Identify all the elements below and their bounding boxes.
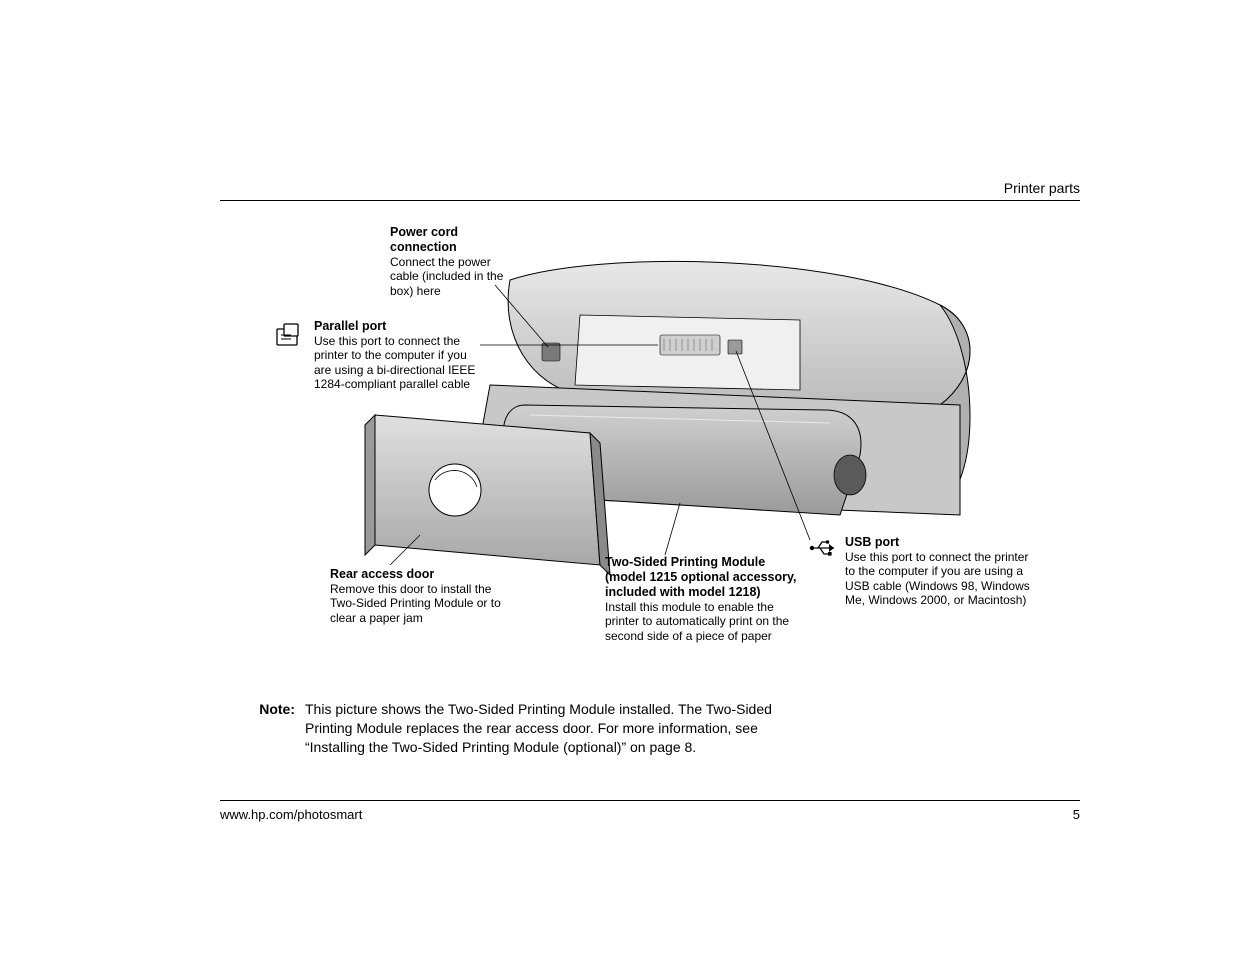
- callout-body: Remove this door to install the Two-Side…: [330, 582, 501, 625]
- note-body: This picture shows the Two-Sided Printin…: [305, 700, 775, 757]
- callout-power-cord: Power cord connection Connect the power …: [390, 225, 520, 298]
- printer-diagram: Power cord connection Connect the power …: [280, 225, 1080, 685]
- callout-title: Rear access door: [330, 567, 520, 582]
- callout-body: Use this port to connect the printer to …: [314, 334, 475, 391]
- callout-title: Power cord connection: [390, 225, 520, 255]
- usb-icon: [808, 538, 840, 563]
- page-number: 5: [1073, 807, 1080, 822]
- header-bar: Printer parts: [220, 180, 1080, 201]
- callout-body: Connect the power cable (included in the…: [390, 255, 503, 298]
- section-title: Printer parts: [1004, 180, 1080, 196]
- note-label: Note:: [250, 700, 305, 757]
- callout-title: USB port: [845, 535, 1035, 550]
- callout-two-sided: Two-Sided Printing Module (model 1215 op…: [605, 555, 805, 643]
- note-row: Note: This picture shows the Two-Sided P…: [250, 700, 1010, 757]
- callout-title: Two-Sided Printing Module (model 1215 op…: [605, 555, 805, 600]
- footer-bar: www.hp.com/photosmart 5: [220, 800, 1080, 822]
- callout-title: Parallel port: [314, 319, 479, 334]
- callout-parallel-port: Parallel port Use this port to connect t…: [314, 319, 479, 392]
- callout-body: Install this module to enable the printe…: [605, 600, 789, 643]
- callout-rear-access: Rear access door Remove this door to ins…: [330, 567, 520, 625]
- callout-usb-port: USB port Use this port to connect the pr…: [845, 535, 1035, 608]
- callout-body: Use this port to connect the printer to …: [845, 550, 1030, 607]
- footer-url: www.hp.com/photosmart: [220, 807, 362, 822]
- parallel-port-icon: [276, 323, 304, 352]
